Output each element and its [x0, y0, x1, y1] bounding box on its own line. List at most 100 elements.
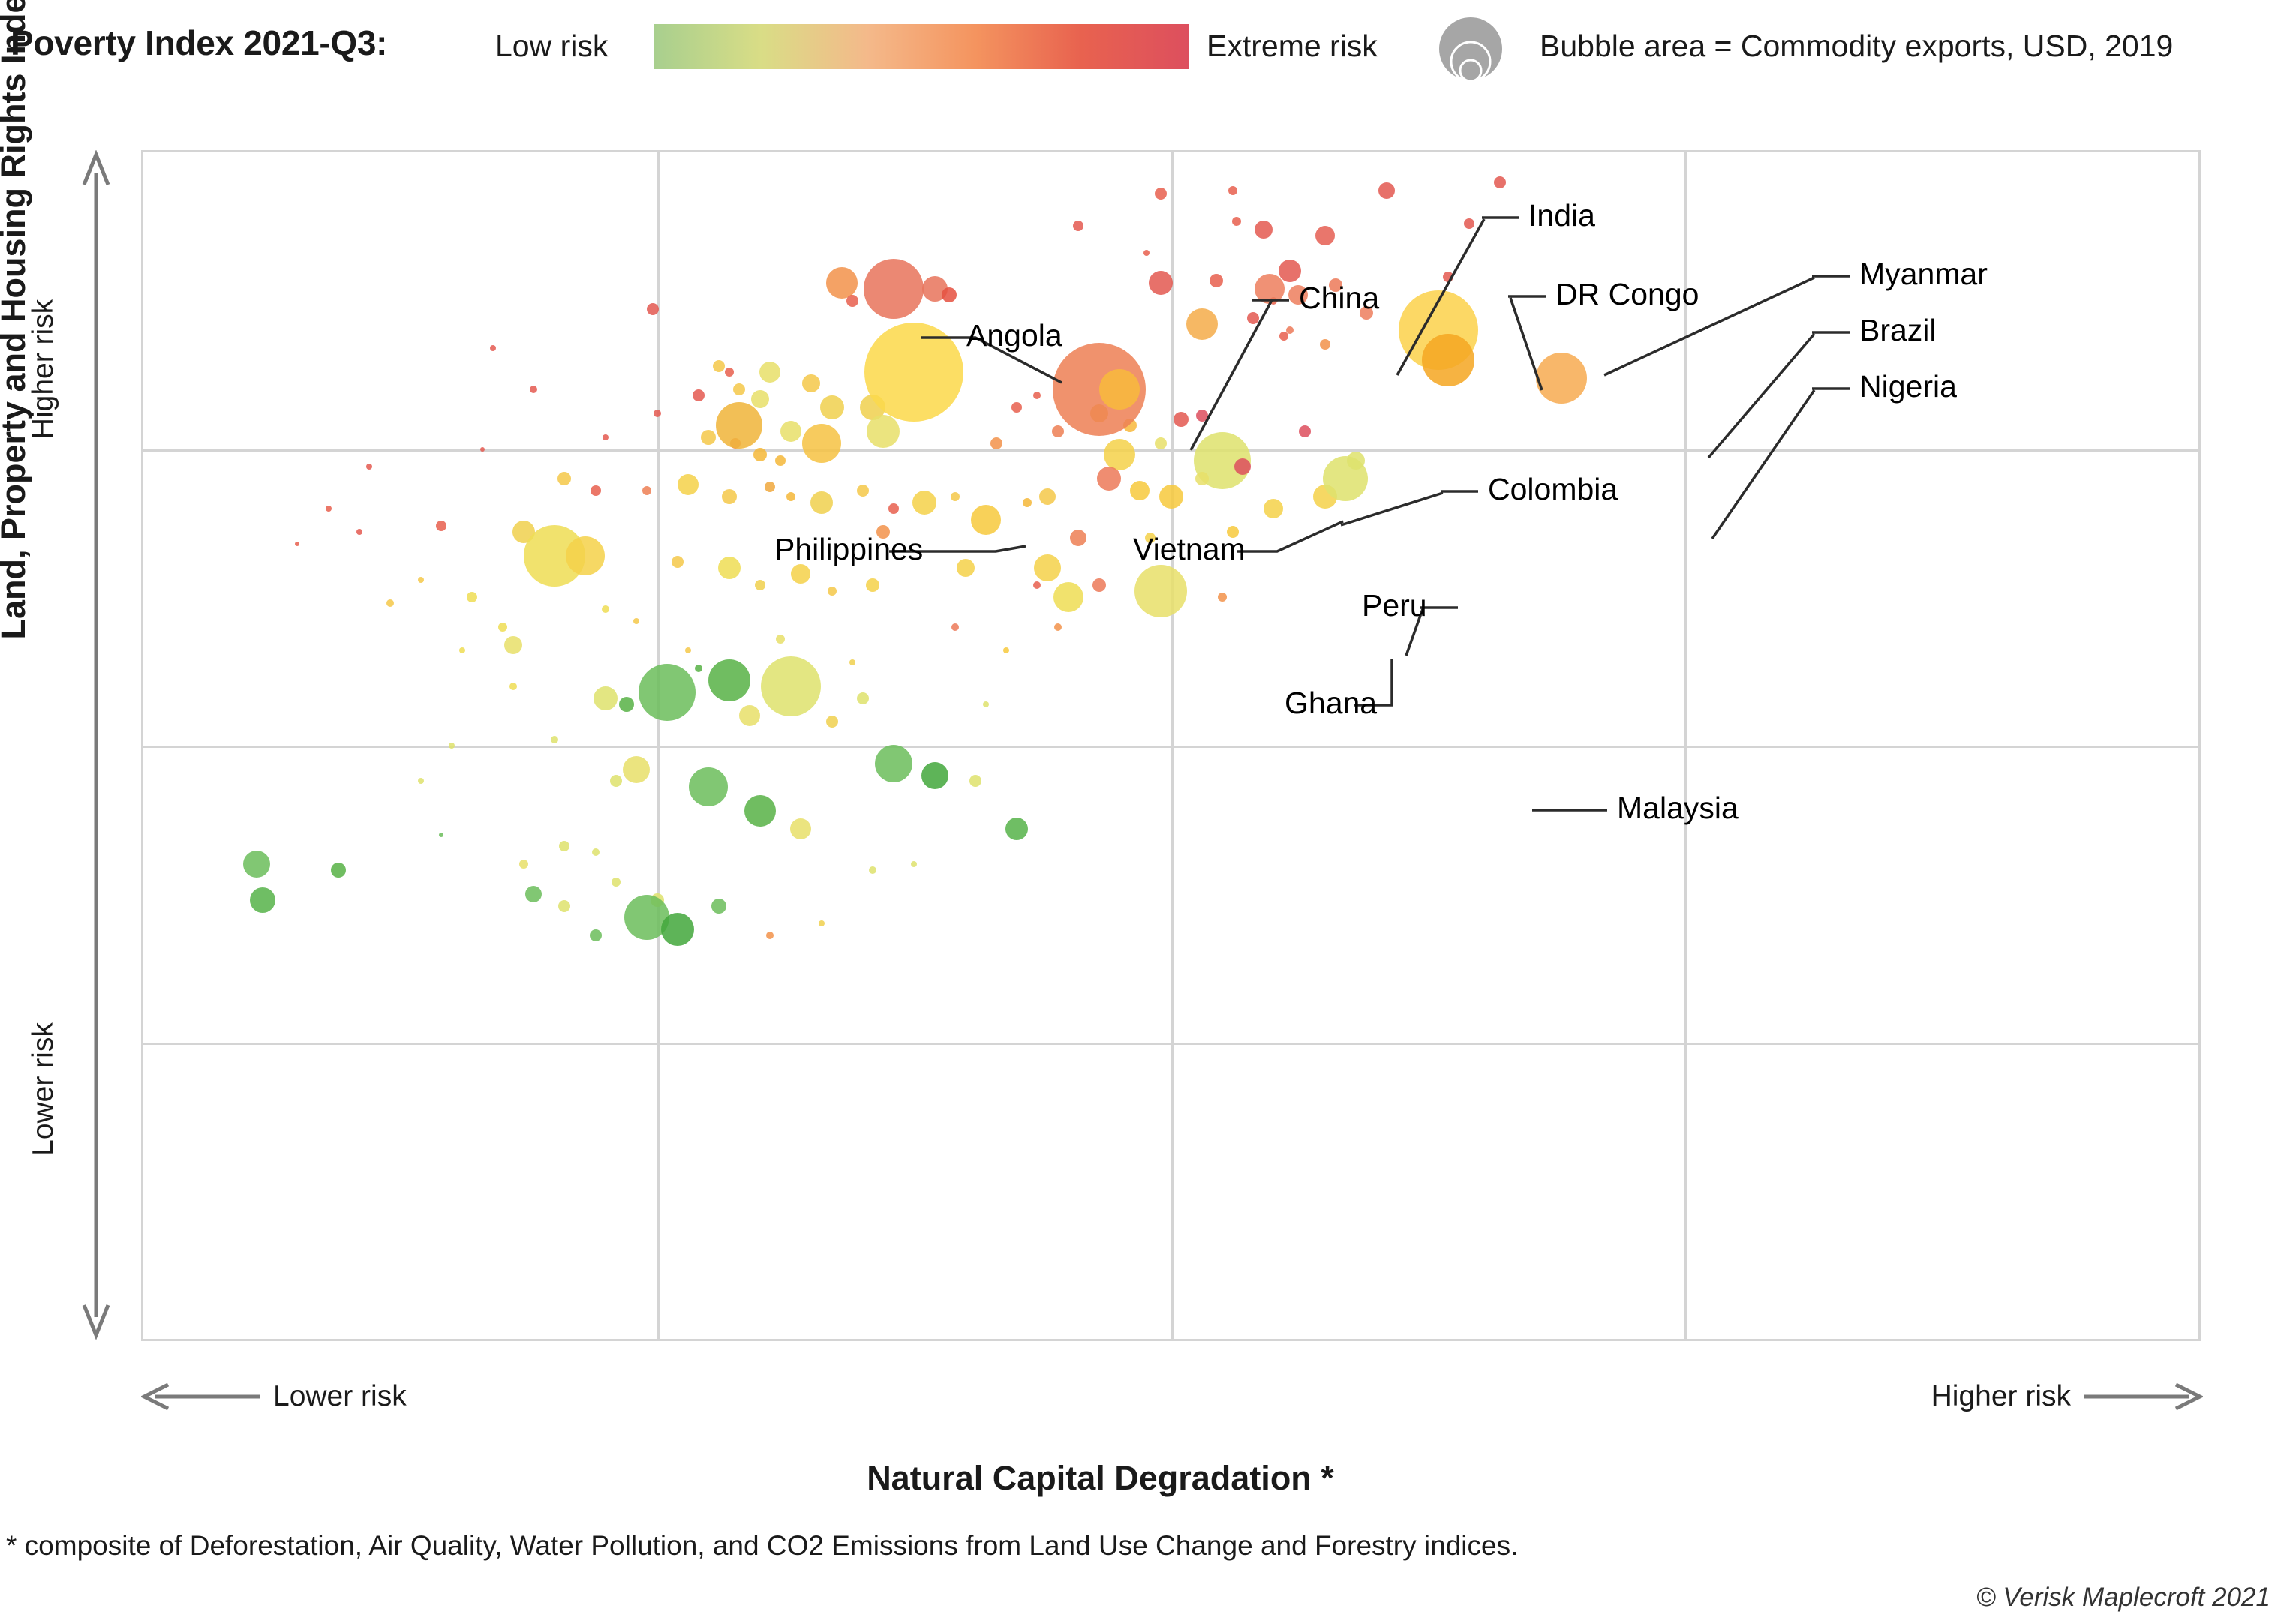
data-bubble[interactable]: [249, 887, 275, 913]
data-bubble[interactable]: [1186, 308, 1218, 341]
data-bubble[interactable]: [775, 455, 786, 467]
data-bubble[interactable]: [1022, 497, 1032, 507]
data-bubble[interactable]: [970, 505, 1001, 536]
data-bubble[interactable]: [489, 345, 496, 352]
data-bubble[interactable]: [436, 521, 447, 532]
data-bubble[interactable]: [672, 555, 684, 568]
data-bubble[interactable]: [1073, 221, 1084, 232]
data-bubble[interactable]: [759, 361, 781, 383]
data-bubble[interactable]: [1143, 250, 1150, 257]
data-bubble[interactable]: [1378, 182, 1396, 199]
data-bubble[interactable]: [325, 505, 332, 512]
data-bubble[interactable]: [458, 647, 465, 654]
data-bubble[interactable]: [1159, 484, 1183, 509]
data-bubble[interactable]: [558, 899, 571, 912]
data-bubble[interactable]: [1034, 554, 1062, 581]
data-bubble[interactable]: [589, 929, 602, 942]
data-bubble[interactable]: [498, 622, 508, 632]
data-bubble[interactable]: [504, 635, 523, 654]
data-bubble[interactable]: [826, 267, 858, 299]
data-bubble[interactable]: [766, 932, 774, 940]
data-bubble[interactable]: [1154, 188, 1167, 200]
data-bubble[interactable]: [1232, 216, 1242, 226]
data-bubble[interactable]: [1039, 488, 1056, 505]
data-bubble-colombia[interactable]: [1099, 369, 1140, 410]
data-bubble[interactable]: [1298, 425, 1311, 437]
data-bubble[interactable]: [982, 701, 989, 707]
data-bubble[interactable]: [733, 383, 746, 396]
data-bubble[interactable]: [1003, 647, 1010, 654]
data-bubble[interactable]: [1493, 176, 1506, 188]
data-bubble-peru[interactable]: [1097, 467, 1122, 491]
data-bubble[interactable]: [754, 580, 765, 591]
data-bubble-vietnam[interactable]: [801, 423, 841, 463]
data-bubble[interactable]: [744, 795, 776, 827]
data-bubble[interactable]: [765, 482, 776, 493]
data-bubble[interactable]: [1033, 392, 1041, 400]
data-bubble[interactable]: [1328, 278, 1342, 293]
data-bubble[interactable]: [721, 488, 737, 504]
data-bubble[interactable]: [1005, 817, 1029, 840]
data-bubble[interactable]: [1319, 339, 1330, 350]
data-bubble[interactable]: [509, 682, 518, 690]
data-bubble[interactable]: [590, 485, 601, 496]
data-bubble-angola[interactable]: [863, 258, 924, 319]
data-bubble[interactable]: [1051, 425, 1064, 437]
data-bubble[interactable]: [518, 860, 528, 869]
data-bubble[interactable]: [969, 775, 982, 788]
data-bubble[interactable]: [1347, 452, 1365, 470]
data-bubble-philippines[interactable]: [716, 401, 763, 449]
data-bubble[interactable]: [647, 302, 660, 315]
data-bubble[interactable]: [819, 395, 844, 420]
data-bubble[interactable]: [1264, 498, 1284, 518]
data-bubble[interactable]: [1033, 581, 1041, 590]
data-bubble[interactable]: [1254, 220, 1273, 239]
data-bubble[interactable]: [689, 767, 729, 807]
data-bubble[interactable]: [711, 898, 726, 914]
data-bubble[interactable]: [717, 556, 741, 579]
data-bubble[interactable]: [1145, 533, 1156, 544]
data-bubble[interactable]: [557, 472, 572, 486]
data-bubble[interactable]: [356, 529, 362, 536]
data-bubble[interactable]: [684, 647, 691, 654]
data-bubble[interactable]: [790, 818, 812, 839]
data-bubble[interactable]: [1286, 326, 1294, 335]
data-bubble[interactable]: [618, 696, 634, 712]
data-bubble[interactable]: [1148, 271, 1173, 296]
data-bubble[interactable]: [295, 542, 300, 547]
data-bubble[interactable]: [866, 578, 880, 593]
data-bubble[interactable]: [701, 429, 717, 445]
data-bubble[interactable]: [565, 536, 605, 575]
data-bubble-malaysia[interactable]: [1134, 565, 1187, 618]
data-bubble[interactable]: [810, 491, 833, 514]
data-bubble[interactable]: [990, 437, 1002, 449]
data-bubble[interactable]: [874, 744, 912, 782]
data-bubble[interactable]: [912, 490, 936, 515]
data-bubble[interactable]: [921, 761, 948, 789]
data-bubble[interactable]: [661, 913, 695, 947]
data-bubble[interactable]: [623, 755, 651, 783]
data-bubble[interactable]: [911, 861, 918, 868]
data-bubble[interactable]: [1279, 332, 1289, 341]
data-bubble[interactable]: [956, 558, 975, 577]
data-bubble[interactable]: [888, 503, 899, 514]
data-bubble[interactable]: [827, 587, 837, 596]
data-bubble-china[interactable]: [864, 322, 964, 422]
data-bubble[interactable]: [1443, 272, 1454, 283]
data-bubble[interactable]: [603, 434, 609, 440]
data-bubble[interactable]: [530, 386, 538, 394]
data-bubble[interactable]: [708, 659, 750, 701]
data-bubble[interactable]: [1195, 472, 1209, 486]
data-bubble[interactable]: [639, 663, 696, 721]
data-bubble[interactable]: [1359, 305, 1373, 320]
data-bubble[interactable]: [1226, 526, 1239, 539]
data-bubble[interactable]: [417, 576, 424, 583]
data-bubble[interactable]: [786, 491, 795, 501]
data-bubble[interactable]: [1092, 578, 1106, 593]
data-bubble[interactable]: [1234, 458, 1252, 476]
data-bubble[interactable]: [1130, 480, 1150, 500]
data-bubble[interactable]: [692, 389, 705, 402]
data-bubble[interactable]: [1104, 439, 1136, 471]
data-bubble[interactable]: [753, 448, 767, 462]
data-bubble[interactable]: [677, 473, 699, 495]
